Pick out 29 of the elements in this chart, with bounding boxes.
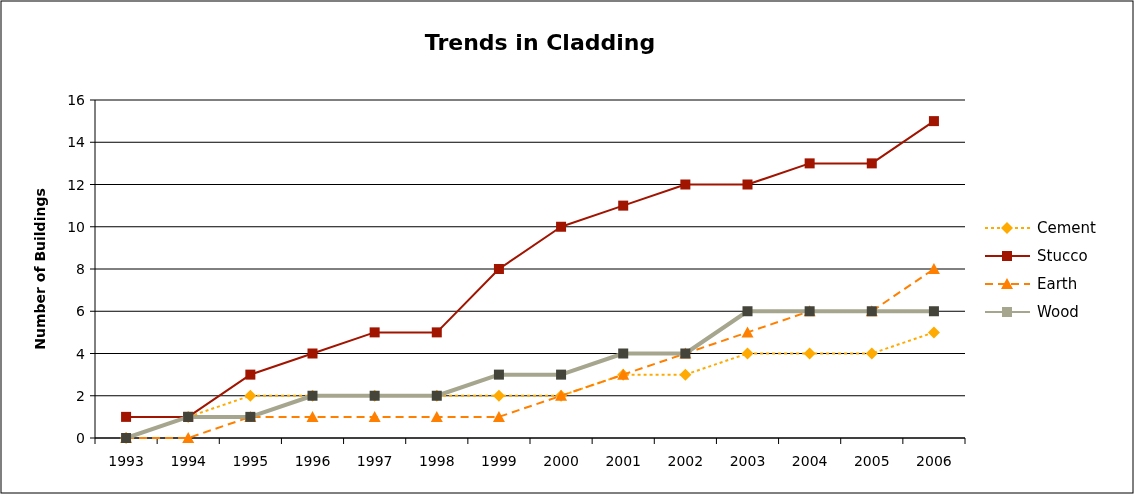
x-tick-label: 1995 — [232, 453, 269, 469]
y-tick-label: 16 — [67, 92, 86, 108]
x-tick-label: 2000 — [543, 453, 579, 469]
x-tick-label: 2004 — [791, 453, 828, 469]
chart-title: Trends in Cladding — [424, 30, 656, 55]
x-tick-label: 2005 — [853, 453, 890, 469]
x-tick-label: 1998 — [418, 453, 455, 469]
x-tick-label: 2003 — [729, 453, 766, 469]
legend-label: Cement — [1037, 219, 1097, 237]
y-tick-label: 0 — [76, 430, 85, 446]
y-axis-title: Number of Buildings — [32, 188, 48, 350]
legend-label: Wood — [1037, 303, 1079, 321]
y-tick-label: 2 — [76, 387, 85, 404]
y-tick-label: 12 — [67, 176, 85, 193]
y-tick-label: 14 — [67, 134, 86, 151]
x-tick-label: 2001 — [605, 453, 642, 469]
x-tick-label: 1994 — [170, 453, 207, 469]
y-tick-label: 4 — [76, 345, 86, 362]
x-tick-label: 1997 — [356, 453, 393, 469]
legend-label: Earth — [1037, 275, 1078, 293]
x-tick-label: 2002 — [667, 453, 704, 469]
x-tick-label: 1999 — [481, 453, 517, 469]
legend-label: Stucco — [1037, 247, 1088, 265]
y-tick-label: 10 — [67, 218, 85, 235]
y-tick-label: 8 — [76, 261, 85, 277]
x-tick-label: 2006 — [916, 453, 952, 469]
y-tick-label: 6 — [76, 303, 86, 320]
x-tick-label: 1996 — [294, 453, 331, 469]
x-tick-label: 1993 — [108, 453, 144, 469]
